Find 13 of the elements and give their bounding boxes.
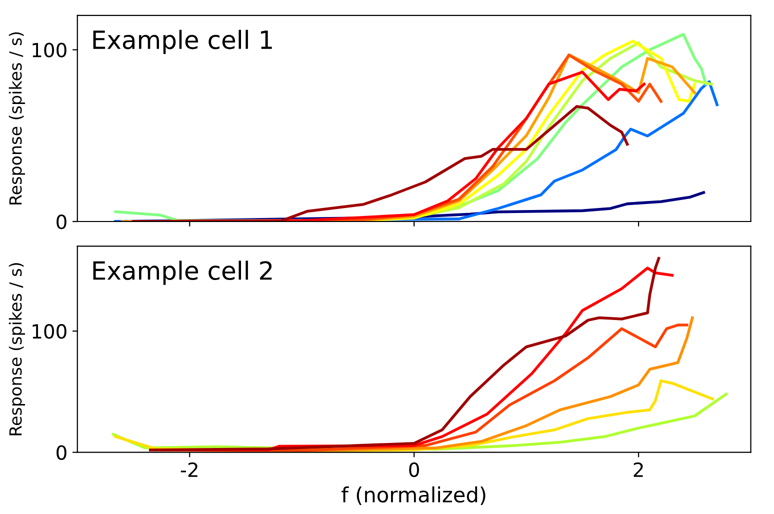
x-tick-label: 0 <box>409 462 419 478</box>
y-tick-label: 100 <box>32 324 66 339</box>
x-axis-title: f (normalized) <box>342 486 486 505</box>
y-axis-title: Response (spikes / s) <box>8 32 26 204</box>
y-tick-label: 100 <box>32 42 66 58</box>
y-axis-title: Response (spikes / s) <box>8 263 26 436</box>
y-tick-label: 0 <box>56 214 66 230</box>
x-tick-label: 2 <box>634 462 643 477</box>
annotation: Example cell 1 <box>93 30 272 54</box>
line-series <box>132 105 629 222</box>
y-tick-label: 0 <box>56 445 66 460</box>
x-tick-label: -2 <box>180 462 198 477</box>
annotation: Example cell 2 <box>93 260 272 285</box>
